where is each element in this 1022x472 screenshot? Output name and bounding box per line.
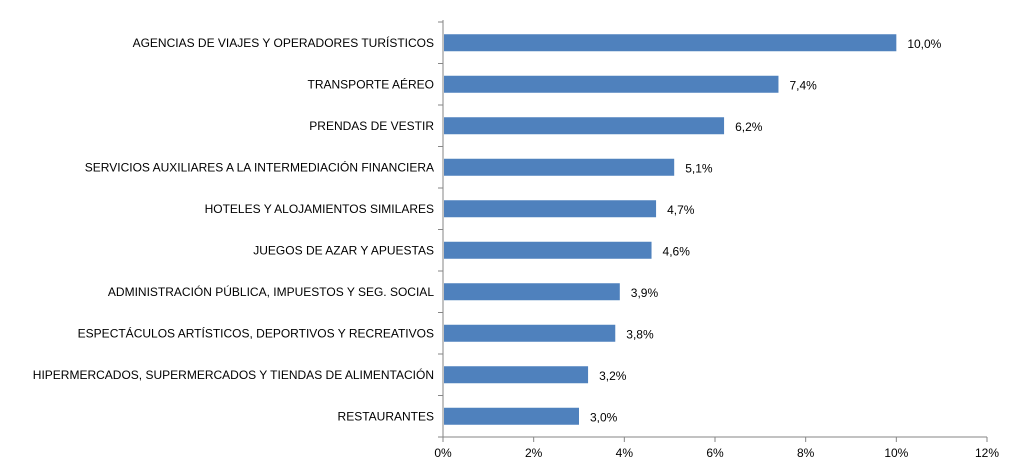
bar [444,241,652,259]
category-label: SERVICIOS AUXILIARES A LA INTERMEDIACIÓN… [85,159,434,174]
data-label: 3,9% [631,286,659,300]
bar [444,200,657,218]
data-label: 10,0% [907,37,941,51]
category-label: JUEGOS DE AZAR Y APUESTAS [253,243,434,257]
x-tick-label: 0% [434,446,452,460]
bars-group [444,34,897,425]
category-label: ADMINISTRACIÓN PÚBLICA, IMPUESTOS Y SEG.… [108,284,434,299]
data-label: 7,4% [789,78,817,92]
x-tick-label: 4% [616,446,634,460]
x-tick-label: 10% [884,446,908,460]
category-label: HIPERMERCADOS, SUPERMERCADOS Y TIENDAS D… [33,367,434,382]
bar [444,407,579,425]
data-label: 4,7% [667,203,695,217]
x-ticks: 0% 2% 4% 6% 8% 10% 12% [434,437,999,460]
category-label: ESPECTÁCULOS ARTÍSTICOS, DEPORTIVOS Y RE… [78,325,434,340]
data-label: 6,2% [735,120,763,134]
x-tick-label: 2% [525,446,543,460]
bar [444,324,616,342]
x-tick-label: 12% [975,446,999,460]
bar [444,117,725,135]
bar [444,366,589,384]
data-labels: 10,0% 7,4% 6,2% 5,1% 4,7% 4,6% 3,9% 3,8% 3,2% 3,0… [590,37,942,425]
category-labels: AGENCIAS DE VIAJES Y OPERADORES TURÍSTIC… [33,35,435,424]
category-label: RESTAURANTES [338,409,434,423]
data-label: 3,2% [599,369,627,383]
bar [444,158,675,176]
data-label: 3,8% [626,327,654,341]
category-label: PRENDAS DE VESTIR [309,119,434,133]
bar [444,75,779,93]
bar [444,34,897,52]
x-tick-label: 8% [797,446,815,460]
data-label: 4,6% [663,244,691,258]
data-label: 3,0% [590,410,618,424]
category-label: TRANSPORTE AÉREO [308,76,434,91]
category-label: AGENCIAS DE VIAJES Y OPERADORES TURÍSTIC… [133,35,434,50]
data-label: 5,1% [685,161,713,175]
x-tick-label: 6% [706,446,724,460]
bar [444,283,620,301]
category-label: HOTELES Y ALOJAMIENTOS SIMILARES [205,202,434,216]
